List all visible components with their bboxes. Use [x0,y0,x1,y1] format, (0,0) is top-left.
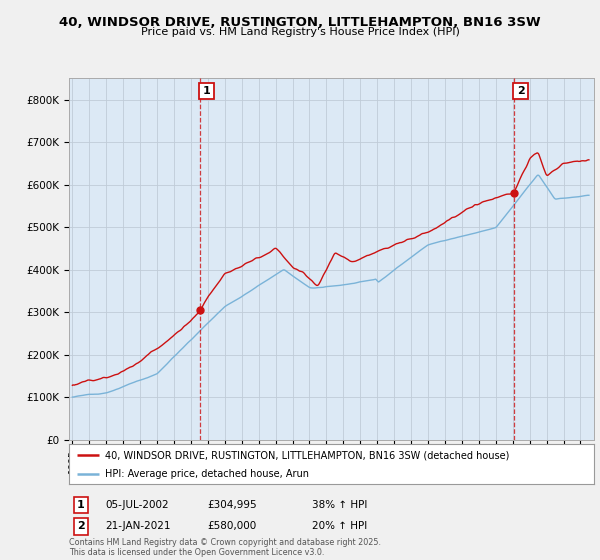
Text: £580,000: £580,000 [207,521,256,531]
Text: Price paid vs. HM Land Registry's House Price Index (HPI): Price paid vs. HM Land Registry's House … [140,27,460,38]
Text: 20% ↑ HPI: 20% ↑ HPI [312,521,367,531]
Text: 2: 2 [517,86,524,96]
Text: 40, WINDSOR DRIVE, RUSTINGTON, LITTLEHAMPTON, BN16 3SW (detached house): 40, WINDSOR DRIVE, RUSTINGTON, LITTLEHAM… [105,450,509,460]
Text: 1: 1 [202,86,210,96]
Text: 2: 2 [77,521,85,531]
Text: 05-JUL-2002: 05-JUL-2002 [105,500,169,510]
Text: 40, WINDSOR DRIVE, RUSTINGTON, LITTLEHAMPTON, BN16 3SW: 40, WINDSOR DRIVE, RUSTINGTON, LITTLEHAM… [59,16,541,29]
Text: 1: 1 [77,500,85,510]
Text: 21-JAN-2021: 21-JAN-2021 [105,521,170,531]
Text: HPI: Average price, detached house, Arun: HPI: Average price, detached house, Arun [105,469,309,479]
Text: 38% ↑ HPI: 38% ↑ HPI [312,500,367,510]
Text: Contains HM Land Registry data © Crown copyright and database right 2025.
This d: Contains HM Land Registry data © Crown c… [69,538,381,557]
Text: £304,995: £304,995 [207,500,257,510]
